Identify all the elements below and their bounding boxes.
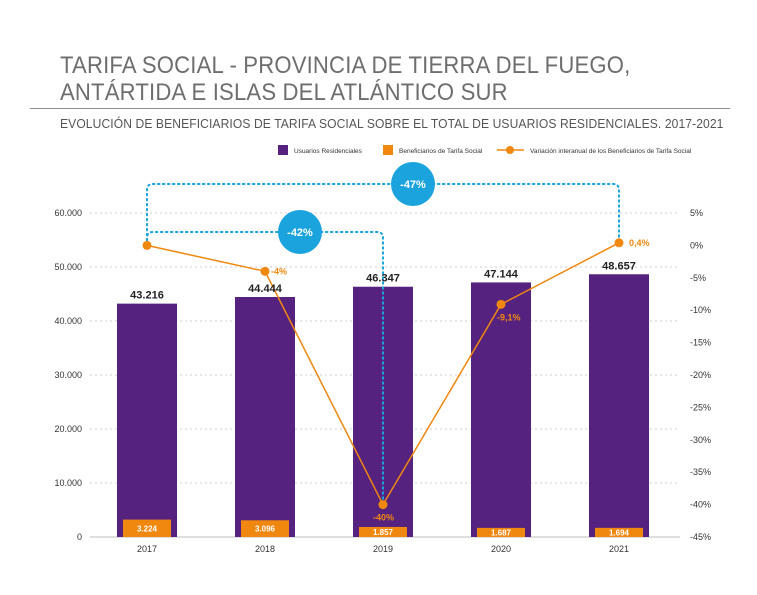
beneficiarios-bar: [595, 527, 643, 537]
beneficiarios-value-label: 3.224: [137, 524, 158, 533]
left-axis: 0 10.000 20.000 30.000 40.000 50.000 60.000: [54, 208, 82, 542]
variation-point: [496, 299, 506, 309]
right-tick-label: 5%: [690, 208, 703, 218]
annotation-bracket: [146, 183, 620, 247]
title-divider: [30, 108, 730, 109]
x-axis: 2017 2018 2019 2020 2021: [137, 544, 629, 554]
annotation-bubble: [278, 210, 322, 254]
right-tick-label: -5%: [690, 273, 706, 283]
variation-value-label: -9,1%: [497, 312, 521, 322]
variation-value-label: 0,4%: [629, 238, 650, 248]
beneficiarios-bar: [359, 526, 407, 537]
legend-label-variacion: Variación interanual de los Beneficiario…: [530, 148, 692, 155]
usuarios-value-label: 43.216: [130, 290, 164, 302]
page-title: TARIFA SOCIAL - PROVINCIA DE TIERRA DEL …: [60, 52, 630, 106]
annotation-brackets: -42% -47%: [146, 162, 620, 506]
x-tick-label: 2020: [491, 544, 511, 554]
usuarios-bar: [117, 303, 177, 537]
beneficiarios-value-label: 3.096: [255, 525, 276, 534]
left-tick-label: 40.000: [54, 316, 82, 326]
x-tick-label: 2018: [255, 544, 275, 554]
beneficiarios-bar: [241, 520, 289, 537]
legend: Usuarios Residenciales Beneficiarios de T…: [278, 145, 692, 155]
right-tick-label: -10%: [690, 305, 711, 315]
right-axis: 5% 0% -5% -10% -15% -20% -25% -30% -35% -40% -45%: [690, 208, 711, 542]
variation-value-label: -40%: [373, 513, 394, 523]
legend-label-beneficiarios: Beneficiarios de Tarifa Social: [399, 148, 483, 155]
annotation-bubble: [391, 162, 435, 206]
right-tick-label: -45%: [690, 532, 711, 542]
chart-subtitle: EVOLUCIÓN DE BENEFICIARIOS DE TARIFA SOC…: [60, 116, 724, 131]
right-tick-label: -20%: [690, 370, 711, 380]
beneficiarios-value-label: 1.687: [491, 528, 512, 537]
usuarios-bar: [589, 274, 649, 537]
right-tick-label: -40%: [690, 500, 711, 510]
left-tick-label: 10.000: [54, 478, 82, 488]
right-tick-label: -35%: [690, 467, 711, 477]
usuarios-value-label: 48.657: [602, 260, 636, 272]
variation-point: [142, 240, 152, 250]
beneficiarios-bar: [477, 527, 525, 537]
variation-value-label: -4%: [271, 266, 287, 276]
legend-marker-variacion: [506, 146, 514, 154]
annotation-label: -47%: [400, 179, 426, 191]
x-tick-label: 2017: [137, 544, 157, 554]
data-labels: 3.224 43.216 3.096 44.444 1.857 46.347 1.687 47…: [130, 238, 649, 538]
beneficiarios-bar: [123, 519, 171, 537]
usuarios-bar: [471, 282, 531, 537]
usuarios-bar: [235, 297, 295, 537]
right-tick-label: -25%: [690, 402, 711, 412]
left-tick-label: 30.000: [54, 370, 82, 380]
legend-label-usuarios: Usuarios Residenciales: [294, 148, 363, 155]
bars: [117, 274, 649, 537]
title-line-2: ANTÁRTIDA E ISLAS DEL ATLÁNTICO SUR: [60, 79, 508, 106]
x-tick-label: 2019: [373, 544, 393, 554]
legend-swatch-usuarios: [278, 145, 288, 155]
beneficiarios-value-label: 1.857: [373, 528, 394, 537]
title-line-1: TARIFA SOCIAL - PROVINCIA DE TIERRA DEL …: [60, 52, 631, 79]
usuarios-value-label: 47.144: [484, 268, 519, 280]
variation-point: [614, 238, 624, 248]
beneficiarios-value-label: 1.694: [609, 528, 630, 537]
variation-point: [378, 500, 388, 510]
left-tick-label: 20.000: [54, 424, 82, 434]
right-tick-label: -30%: [690, 435, 711, 445]
annotation-label: -42%: [287, 227, 313, 239]
left-tick-label: 50.000: [54, 262, 82, 272]
left-tick-label: 0: [77, 532, 82, 542]
left-tick-label: 60.000: [54, 208, 82, 218]
right-tick-label: 0%: [690, 240, 703, 250]
variation-line: [142, 238, 624, 510]
legend-swatch-beneficiarios: [383, 145, 393, 155]
usuarios-value-label: 46.347: [366, 273, 400, 285]
right-tick-label: -15%: [690, 338, 711, 348]
usuarios-value-label: 44.444: [248, 283, 283, 295]
variation-point: [260, 266, 270, 276]
x-tick-label: 2021: [609, 544, 629, 554]
